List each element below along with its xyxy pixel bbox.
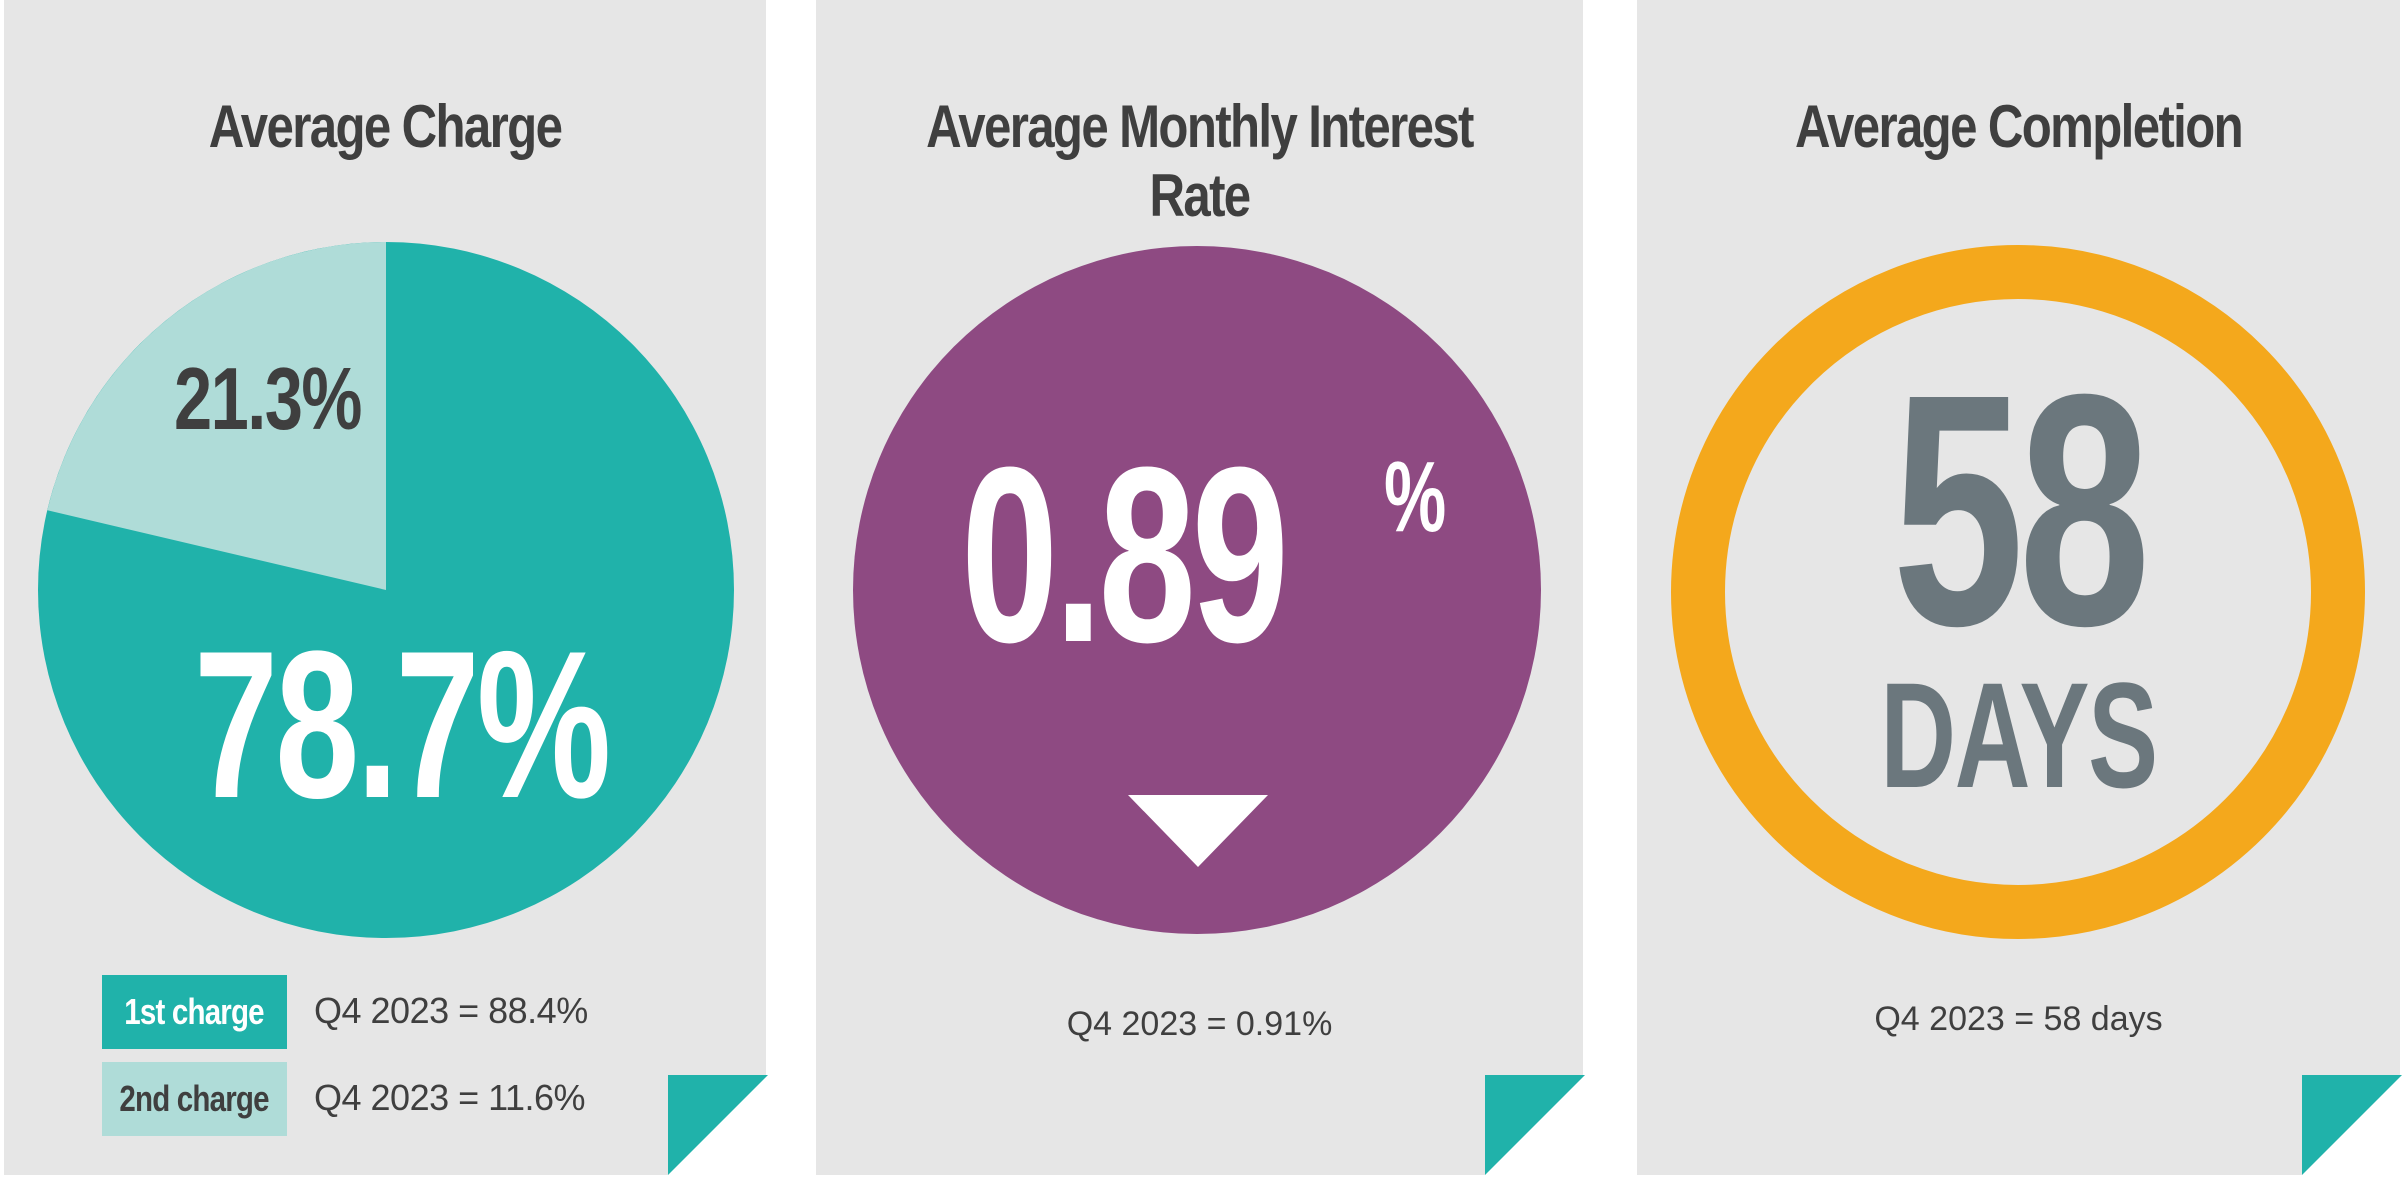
corner-fold-icon (668, 1075, 768, 1175)
main-value-label: 78.7% (194, 607, 611, 842)
legend-2nd-charge-value: Q4 2023 = 11.6% (314, 1077, 586, 1118)
main-value-label: 58 (1892, 325, 2151, 694)
corner-fold-icon (1485, 1075, 1585, 1175)
interest-rate-value: 0.89 (961, 415, 1289, 694)
comparison-text: Q4 2023 = 0.91% (1066, 1005, 1333, 1043)
down-triangle-icon (1128, 795, 1268, 867)
pie-slice-2nd-charge (47, 242, 387, 590)
panel-title: Average Charge (208, 93, 563, 160)
completion-ring (1671, 245, 2365, 939)
unit-label: DAYS (1880, 651, 2158, 819)
interest-rate-circle (853, 246, 1541, 934)
secondary-value-label: 21.3% (174, 349, 362, 448)
average-charge-pie-chart (38, 242, 734, 938)
unit-label: % (1384, 441, 1447, 553)
average-charge-panel: Average Charge 21.3% 78.7% 1st charge Q4… (4, 0, 768, 1175)
corner-fold-icon (2302, 1075, 2402, 1175)
average-interest-rate-panel: Average Monthly Interest Rate 0.89 % Q4 … (816, 0, 1585, 1175)
average-completion-panel: Average Completion 58 DAYS Q4 2023 = 58 … (1637, 0, 2402, 1175)
legend-1st-charge-value: Q4 2023 = 88.4% (314, 990, 588, 1031)
comparison-text: Q4 2023 = 58 days (1874, 1000, 2163, 1038)
legend-label: 2nd charge (119, 1078, 270, 1119)
panel-title: Average Monthly Interest Rate (926, 93, 1474, 229)
main-value-label: 0.89 (961, 430, 1424, 680)
panel-title: Average Completion (1794, 93, 2244, 160)
legend-1st-charge: 1st charge (102, 975, 287, 1049)
legend-2nd-charge: 2nd charge (102, 1062, 287, 1136)
legend-label: 1st charge (124, 991, 265, 1032)
